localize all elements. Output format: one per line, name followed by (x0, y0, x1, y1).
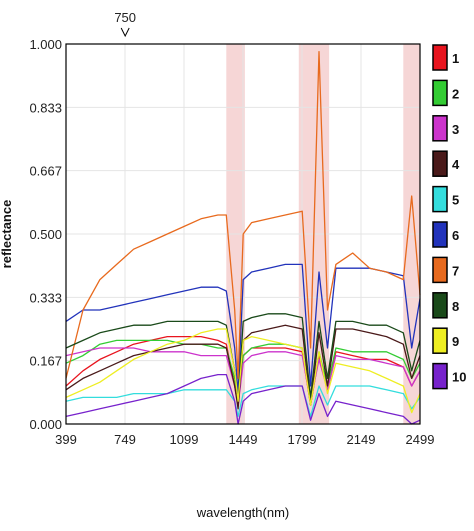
series-line-6 (65, 263, 421, 395)
wavelength-marker[interactable]: 750 (114, 10, 136, 38)
legend-label-7: 7 (452, 263, 459, 278)
legend: 1 2 3 4 5 6 7 8 9 10 (432, 44, 466, 390)
series-line-9 (65, 328, 421, 414)
y-tick-label: 0.000 (29, 417, 62, 432)
legend-label-3: 3 (452, 122, 459, 137)
x-tick-label: 399 (55, 432, 77, 447)
x-axis-label: wavelength(nm) (196, 505, 290, 520)
series-line-8 (65, 313, 421, 402)
legend-label-8: 8 (452, 299, 459, 314)
y-tick-label: 0.667 (29, 164, 62, 179)
legend-label-2: 2 (452, 86, 459, 101)
legend-swatch-7 (432, 256, 448, 284)
legend-swatch-6 (432, 221, 448, 248)
x-tick-label: 2499 (406, 432, 435, 447)
x-tick-label: 1799 (288, 432, 317, 447)
legend-swatch-1 (432, 44, 448, 71)
series-line-7 (65, 50, 421, 380)
legend-swatch-4 (432, 150, 448, 177)
y-tick-label: 0.833 (29, 100, 62, 115)
legend-label-10: 10 (452, 370, 466, 385)
y-tick-label: 0.167 (29, 354, 62, 369)
legend-swatch-8 (432, 292, 448, 319)
legend-label-1: 1 (452, 51, 459, 66)
legend-label-6: 6 (452, 228, 459, 243)
x-tick-label: 749 (114, 432, 136, 447)
y-tick-label: 0.333 (29, 290, 62, 305)
x-tick-label: 1449 (229, 432, 258, 447)
legend-label-4: 4 (452, 157, 460, 172)
x-tick-label: 2149 (347, 432, 376, 447)
series-line-10 (65, 373, 421, 425)
plot-frame (65, 43, 421, 425)
marker-caret-icon (120, 27, 130, 38)
legend-swatch-3 (432, 115, 448, 142)
series-line-2 (65, 339, 421, 406)
x-tick-label: 1099 (170, 432, 199, 447)
series-lines (65, 50, 421, 425)
legend-swatch-9 (432, 327, 448, 354)
series-line-3 (65, 347, 421, 406)
y-tick-label: 1.000 (29, 37, 62, 52)
y-tick-label: 0.500 (29, 227, 62, 242)
legend-swatch-2 (432, 79, 448, 107)
y-tick-labels: 0.000 0.167 0.333 0.500 0.667 0.833 1.000 (29, 37, 62, 432)
series-line-4 (65, 324, 421, 410)
series-line-5 (65, 385, 421, 418)
legend-label-9: 9 (452, 334, 459, 349)
marker-label: 750 (114, 10, 136, 25)
legend-swatch-10 (432, 362, 448, 390)
x-tick-labels: 399 749 1099 1449 1799 2149 2499 (55, 432, 434, 447)
y-axis-label: reflectance (0, 200, 14, 269)
legend-label-5: 5 (452, 193, 459, 208)
legend-swatch-5 (432, 185, 448, 213)
